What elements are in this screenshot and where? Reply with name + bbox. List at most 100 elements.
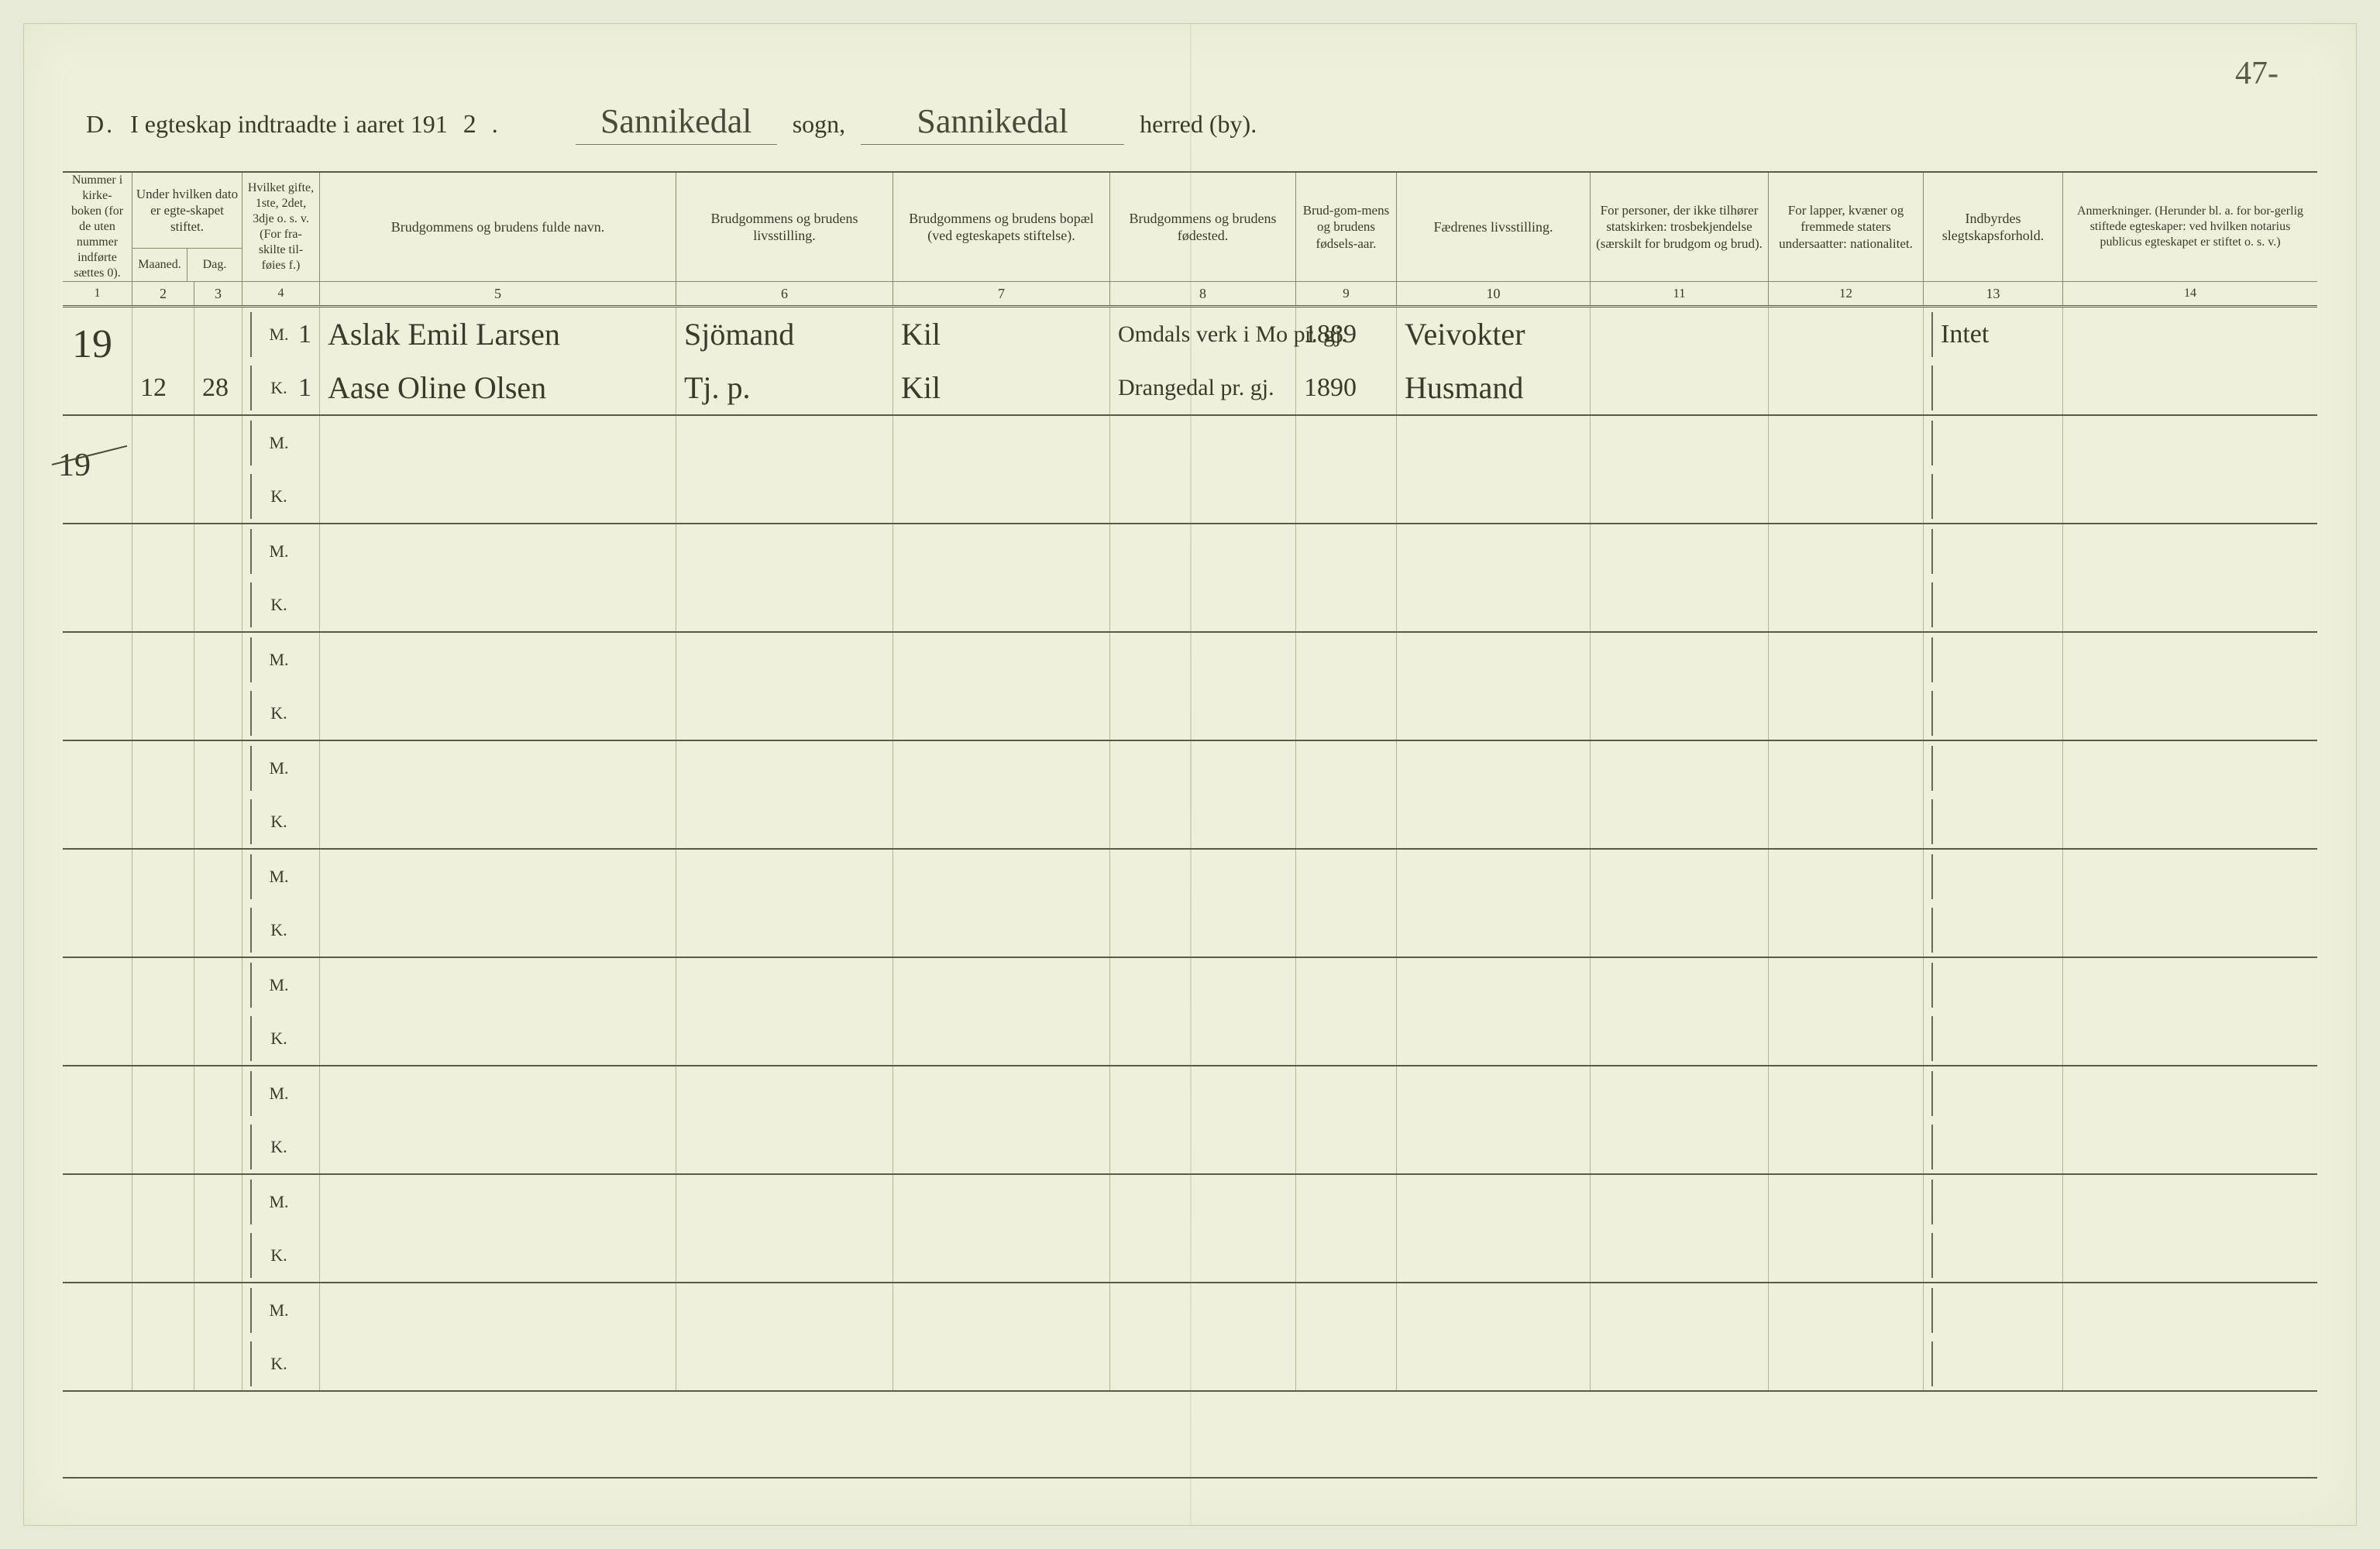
title-year-suffix: 2 bbox=[463, 110, 476, 139]
tros-cell bbox=[1591, 1283, 1769, 1390]
stilling-cell bbox=[676, 416, 893, 523]
stilling-cell bbox=[676, 850, 893, 957]
day-cell bbox=[194, 416, 242, 523]
aar-cell-k: 1890 bbox=[1304, 373, 1357, 403]
faedre-cell bbox=[1397, 1283, 1591, 1390]
record-number-cell bbox=[63, 1175, 132, 1282]
slegt-cell bbox=[1924, 1283, 2063, 1390]
gifte-cell: M. K. bbox=[242, 958, 320, 1065]
m-label: M. bbox=[266, 433, 292, 453]
col-header-7: Brudgommens og brudens bopæl (ved egtesk… bbox=[893, 173, 1110, 281]
month-cell: 12 bbox=[132, 307, 194, 414]
name-cell bbox=[320, 741, 676, 848]
faedre-cell bbox=[1397, 958, 1591, 1065]
nat-cell bbox=[1769, 958, 1924, 1065]
bopael-cell-m: Kil bbox=[901, 316, 941, 352]
faedre-cell-k: Husmand bbox=[1405, 369, 1523, 406]
bopael-cell bbox=[893, 524, 1110, 631]
m-label: M. bbox=[266, 1084, 292, 1104]
stilling-cell bbox=[676, 1283, 893, 1390]
month-cell bbox=[132, 741, 194, 848]
record-number-cell bbox=[63, 633, 132, 740]
slegt-cell bbox=[1924, 524, 2063, 631]
bopael-cell bbox=[893, 1175, 1110, 1282]
record-number-cell bbox=[63, 1283, 132, 1390]
slegt-m: Intet bbox=[1941, 320, 1989, 349]
tros-cell bbox=[1591, 1066, 1769, 1173]
anm-cell bbox=[2063, 850, 2317, 957]
name-cell bbox=[320, 416, 676, 523]
col-num: 11 bbox=[1591, 282, 1769, 305]
faedre-cell bbox=[1397, 850, 1591, 957]
name-cell bbox=[320, 850, 676, 957]
k-label: K. bbox=[266, 486, 292, 507]
day-cell bbox=[194, 1283, 242, 1390]
fodested-cell bbox=[1110, 633, 1296, 740]
aar-cell bbox=[1296, 524, 1397, 631]
col-num: 7 bbox=[893, 282, 1110, 305]
faedre-cell: Veivokter Husmand bbox=[1397, 307, 1591, 414]
fodested-cell bbox=[1110, 524, 1296, 631]
anm-cell bbox=[2063, 416, 2317, 523]
herred-label: herred (by). bbox=[1140, 110, 1257, 139]
record-number-cell bbox=[63, 524, 132, 631]
record-number: 19 bbox=[72, 321, 112, 367]
anm-cell bbox=[2063, 958, 2317, 1065]
table-row: M. K. bbox=[63, 1175, 2317, 1283]
bopael-cell bbox=[893, 1066, 1110, 1173]
tros-cell bbox=[1591, 524, 1769, 631]
herred-value: Sannikedal bbox=[861, 101, 1124, 145]
col-header-14: Anmerkninger. (Herunder bl. a. for bor-g… bbox=[2063, 173, 2317, 281]
col-num: 3 bbox=[194, 282, 242, 305]
table-header: Nummer i kirke-boken (for de uten nummer… bbox=[63, 173, 2317, 281]
col-header-3: Dag. bbox=[187, 249, 242, 281]
anm-cell bbox=[2063, 1283, 2317, 1390]
table-row: M. K. bbox=[63, 958, 2317, 1066]
stilling-cell bbox=[676, 1066, 893, 1173]
aar-cell bbox=[1296, 741, 1397, 848]
anm-cell bbox=[2063, 741, 2317, 848]
aar-cell bbox=[1296, 633, 1397, 740]
faedre-cell-m: Veivokter bbox=[1405, 316, 1525, 352]
anm-cell bbox=[2063, 1066, 2317, 1173]
stilling-cell-k: Tj. p. bbox=[684, 369, 751, 406]
month-cell bbox=[132, 633, 194, 740]
col-header-11: For personer, der ikke tilhører statskir… bbox=[1591, 173, 1769, 281]
table-row: M. K. bbox=[63, 1066, 2317, 1175]
name-cell bbox=[320, 1283, 676, 1390]
m-label: M. bbox=[266, 325, 292, 345]
record-number-cell: 19 bbox=[63, 416, 132, 523]
m-label: M. bbox=[266, 867, 292, 887]
col-header-1: Nummer i kirke-boken (for de uten nummer… bbox=[63, 173, 132, 281]
slegt-cell bbox=[1924, 1066, 2063, 1173]
tros-cell bbox=[1591, 416, 1769, 523]
m-label: M. bbox=[266, 975, 292, 995]
m-label: M. bbox=[266, 1192, 292, 1212]
col-num: 12 bbox=[1769, 282, 1924, 305]
gifte-cell: M.1 K.1 bbox=[242, 307, 320, 414]
m-label: M. bbox=[266, 758, 292, 778]
tros-cell bbox=[1591, 307, 1769, 414]
month-cell bbox=[132, 958, 194, 1065]
ledger-table: Nummer i kirke-boken (for de uten nummer… bbox=[63, 171, 2317, 1479]
k-label: K. bbox=[266, 1029, 292, 1049]
aar-cell bbox=[1296, 416, 1397, 523]
bopael-cell bbox=[893, 416, 1110, 523]
col-num: 4 bbox=[242, 282, 320, 305]
col-num: 10 bbox=[1397, 282, 1591, 305]
m-label: M. bbox=[266, 1300, 292, 1321]
nat-cell bbox=[1769, 633, 1924, 740]
gifte-m: 1 bbox=[298, 320, 311, 349]
faedre-cell bbox=[1397, 1066, 1591, 1173]
col-num: 5 bbox=[320, 282, 676, 305]
slegt-cell bbox=[1924, 850, 2063, 957]
day-cell bbox=[194, 1066, 242, 1173]
fodested-cell bbox=[1110, 1283, 1296, 1390]
tros-cell bbox=[1591, 633, 1769, 740]
k-label: K. bbox=[266, 812, 292, 832]
col-num: 8 bbox=[1110, 282, 1296, 305]
nat-cell bbox=[1769, 1175, 1924, 1282]
gifte-cell: M. K. bbox=[242, 633, 320, 740]
day-cell bbox=[194, 741, 242, 848]
month-cell bbox=[132, 524, 194, 631]
